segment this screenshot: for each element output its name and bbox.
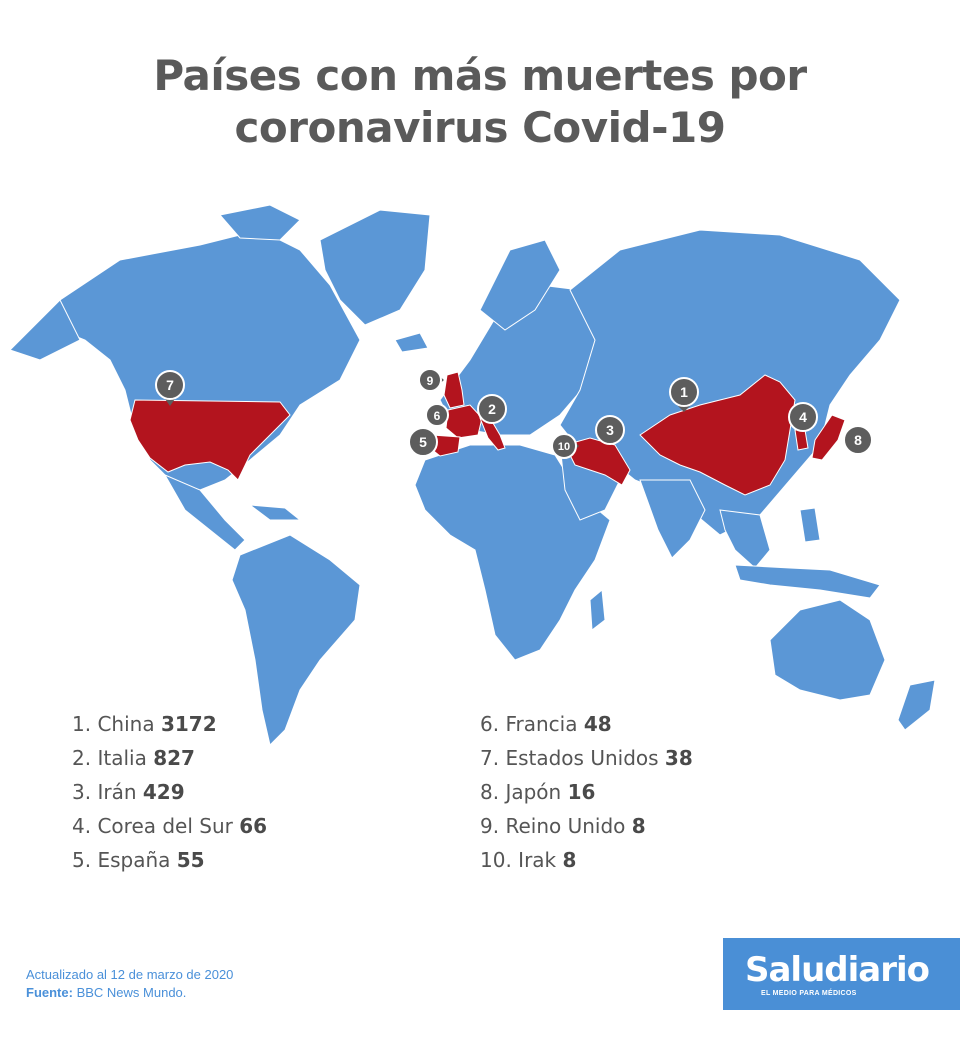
france-highlight	[445, 404, 483, 439]
title-line-2: coronavirus Covid-19	[234, 103, 726, 152]
southeast-asia	[719, 509, 771, 569]
new-zealand	[897, 679, 936, 731]
pin-7-estados-unidos: 7	[155, 370, 185, 406]
iceland	[394, 332, 429, 353]
ranking-list-right: 6. Francia 48 7. Estados Unidos 38 8. Ja…	[480, 710, 693, 880]
indonesia	[734, 564, 881, 599]
ranking-item: 7. Estados Unidos 38	[480, 746, 693, 770]
pin-3-iran: 3	[595, 415, 625, 445]
japan-highlight	[811, 414, 846, 461]
ranking-list-left: 1. China 3172 2. Italia 827 3. Irán 429 …	[72, 710, 267, 880]
svg-text:9: 9	[427, 374, 434, 388]
pin-6-francia: 6	[425, 403, 449, 427]
source-value: BBC News Mundo.	[76, 985, 187, 1000]
svg-text:4: 4	[799, 409, 807, 425]
svg-text:6: 6	[434, 409, 441, 423]
pin-10-irak: 10	[551, 433, 579, 459]
page-title: Países con más muertes por coronavirus C…	[0, 50, 960, 154]
pin-2-italia: 2	[477, 394, 507, 424]
caribbean	[248, 504, 302, 521]
iraq-iran-highlight	[564, 437, 631, 486]
ranking-item: 8. Japón 16	[480, 780, 596, 804]
india	[639, 479, 706, 559]
scandinavia	[479, 239, 561, 331]
updated-date: Actualizado al 12 de marzo de 2020	[26, 967, 234, 982]
alaska	[9, 299, 81, 361]
pin-4-corea: 4	[788, 402, 818, 432]
world-map: 1 2 3 4 5 6 7 8 9 10	[9, 204, 936, 746]
australia	[769, 599, 886, 701]
logo-tagline: EL MEDIO PARA MÉDICOS	[761, 990, 857, 997]
logo-name: Saludiario	[745, 950, 930, 990]
ranking-item: 2. Italia 827	[72, 746, 195, 770]
ranking-item: 4. Corea del Sur 66	[72, 814, 268, 838]
svg-text:7: 7	[166, 377, 174, 393]
svg-text:5: 5	[419, 434, 427, 450]
ranking-item: 9. Reino Unido 8	[480, 814, 646, 838]
philippines	[799, 507, 821, 543]
ranking-item: 3. Irán 429	[72, 780, 185, 804]
svg-text:1: 1	[680, 384, 688, 400]
madagascar	[589, 589, 606, 631]
saludiario-logo: Saludiario EL MEDIO PARA MÉDICOS	[723, 938, 960, 1010]
arctic-islands	[219, 204, 301, 241]
usa-highlight	[129, 399, 291, 481]
south-america	[231, 534, 361, 746]
ranking-item: 1. China 3172	[72, 712, 217, 736]
svg-text:3: 3	[606, 422, 614, 438]
source-label: Fuente:	[26, 985, 73, 1000]
svg-text:10: 10	[558, 441, 570, 453]
pin-9-reino-unido: 9	[418, 368, 444, 392]
svg-text:2: 2	[488, 401, 496, 417]
greenland	[319, 209, 431, 326]
pin-5-espana: 5	[408, 427, 438, 457]
ranking-item: 5. España 55	[72, 848, 205, 872]
central-america	[163, 473, 246, 551]
svg-text:8: 8	[854, 432, 862, 448]
ranking-item: 10. Irak 8	[480, 848, 577, 872]
footer-note: Actualizado al 12 de marzo de 2020 Fuent…	[26, 966, 233, 1002]
uk-highlight	[443, 371, 465, 409]
source-line: Fuente: BBC News Mundo.	[26, 984, 233, 1002]
pin-8-japon: 8	[843, 425, 873, 455]
title-line-1: Países con más muertes por	[153, 51, 807, 100]
ranking-item: 6. Francia 48	[480, 712, 612, 736]
china-highlight	[639, 374, 796, 496]
africa	[414, 444, 611, 661]
pin-1-china: 1	[669, 377, 699, 412]
